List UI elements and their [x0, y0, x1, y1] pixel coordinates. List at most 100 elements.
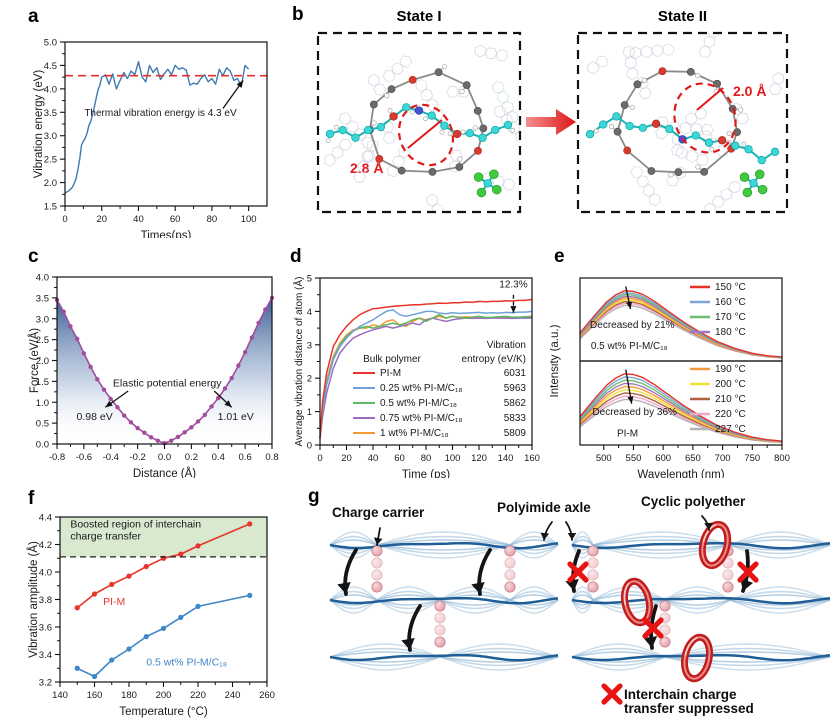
data-point	[115, 405, 120, 410]
y-tick-label: 4.0	[44, 84, 57, 95]
y-tick-label: 5.0	[44, 38, 57, 49]
hydrogen-atom	[668, 172, 674, 178]
carbon-atom	[647, 167, 656, 175]
panel-label-f: f	[28, 488, 35, 509]
carbon-atom	[613, 127, 622, 136]
bond	[458, 150, 479, 168]
hydrogen-atom	[629, 104, 635, 111]
carbon-atom	[428, 167, 437, 176]
data-point	[68, 324, 73, 329]
x-tick-label: 160	[87, 690, 103, 701]
x-tick-label: 0	[62, 214, 67, 225]
series-150 °C	[579, 373, 783, 442]
polymer-chain	[329, 643, 559, 671]
panel-label-a: a	[28, 6, 39, 27]
legend-value: 5809	[504, 428, 527, 439]
y-tick-label: 0.5	[36, 419, 49, 430]
oxygen-atom	[651, 119, 661, 128]
chart-e_bottom: 500 550 600 650 700 750 800 Wavelength (nm) 190 …	[579, 360, 790, 478]
oxygen-atom	[474, 147, 482, 155]
bond	[626, 149, 652, 172]
vibration-envelope	[571, 539, 830, 546]
y-tick-label: 2	[307, 374, 312, 385]
arrowhead	[337, 582, 351, 594]
data-point	[242, 349, 248, 355]
data-point	[247, 592, 253, 598]
x-axis-label: Temperature (°C)	[119, 706, 207, 718]
y-tick-label: 4.2	[39, 540, 52, 551]
background-ring	[768, 83, 782, 96]
x-tick-label: 700	[715, 453, 731, 464]
chart-f: 140 160 180 200 220 240 260 3.2 3.4 3.6 3.8 4.0 4.2 4…	[27, 513, 275, 719]
y-tick-label: 4.0	[36, 273, 49, 284]
x-tick-label: 0.8	[265, 452, 278, 463]
arrowhead	[704, 522, 713, 530]
background-ring	[373, 83, 387, 96]
vibration-envelope	[571, 531, 830, 546]
background-ring	[495, 49, 509, 62]
legend-label: 180 °C	[715, 327, 746, 338]
arrowhead	[105, 400, 113, 408]
charge-carrier	[659, 600, 671, 612]
y-tick-label: 3.2	[39, 678, 52, 689]
data-point	[222, 386, 228, 391]
charge-carrier	[504, 557, 516, 569]
background-ring	[338, 138, 352, 151]
carbon-atom	[686, 67, 695, 76]
legend-label: 1 wt% PI-M/C₁₈	[380, 428, 449, 439]
oxygen-atom	[389, 112, 398, 121]
y-axis-label: Force (eV/Å)	[28, 328, 41, 393]
vibration-envelope	[571, 544, 830, 555]
charge-carrier	[659, 624, 671, 636]
cyclic-polyether-ring	[680, 633, 714, 683]
charge-carrier	[722, 581, 734, 593]
background-ring	[675, 146, 689, 159]
y-tick-label: 1.5	[36, 377, 49, 388]
hydrogen-atom	[441, 64, 447, 70]
background-ring	[353, 171, 366, 183]
data-point	[91, 591, 98, 597]
data-point	[236, 363, 241, 368]
series-0.75 wt% PI-M/C₁₈	[319, 317, 532, 439]
x-tick-label: 80	[207, 214, 218, 225]
data-point	[189, 425, 194, 430]
cyan-atom	[325, 129, 335, 138]
background-ring	[685, 112, 698, 126]
carbon-atom	[620, 101, 629, 109]
fluorine-atom	[489, 169, 499, 180]
background-ring	[703, 35, 716, 49]
cyan-atom	[427, 111, 436, 120]
background-ring	[381, 121, 395, 133]
background-ring	[704, 202, 716, 212]
charge-carrier	[587, 545, 599, 557]
arrowhead	[627, 396, 634, 404]
background-ring	[446, 86, 460, 98]
y-tick-label: 3.6	[39, 623, 52, 634]
x-tick-label: 800	[774, 453, 790, 464]
data-point	[247, 521, 253, 527]
legend-header-right: entropy (eV/K)	[462, 354, 526, 365]
background-ring	[474, 44, 487, 58]
x-tick-label: 160	[524, 453, 540, 464]
legend-label: 0.5 wt% PI-M/C₁₈	[380, 398, 457, 409]
chain-backbone	[571, 596, 830, 605]
bond	[369, 129, 381, 160]
legend-header-left: Bulk polymer	[363, 354, 421, 365]
y-tick-label: 2.0	[44, 178, 57, 189]
background-ring	[331, 146, 344, 159]
background-ring	[383, 131, 396, 145]
annotation: Decreased by 21%	[590, 320, 675, 331]
data-point	[160, 625, 167, 631]
background-ring	[772, 72, 785, 86]
hydrogen-atom	[333, 124, 339, 130]
background-ring	[700, 123, 714, 136]
cyan-atom	[491, 125, 500, 135]
x-tick-label: 550	[626, 453, 642, 464]
background-ring	[671, 144, 684, 157]
ring-shine	[684, 636, 698, 656]
x-axis-label: Distance (Å)	[133, 467, 196, 478]
chart-d: 0 20 40 60 80 100 120 140 160 0 1 2 3 4 5 Time (ps) Aver…	[293, 274, 540, 479]
background-ring	[595, 55, 609, 68]
x-tick-label: 500	[596, 453, 612, 464]
chain-backbone	[329, 653, 559, 662]
